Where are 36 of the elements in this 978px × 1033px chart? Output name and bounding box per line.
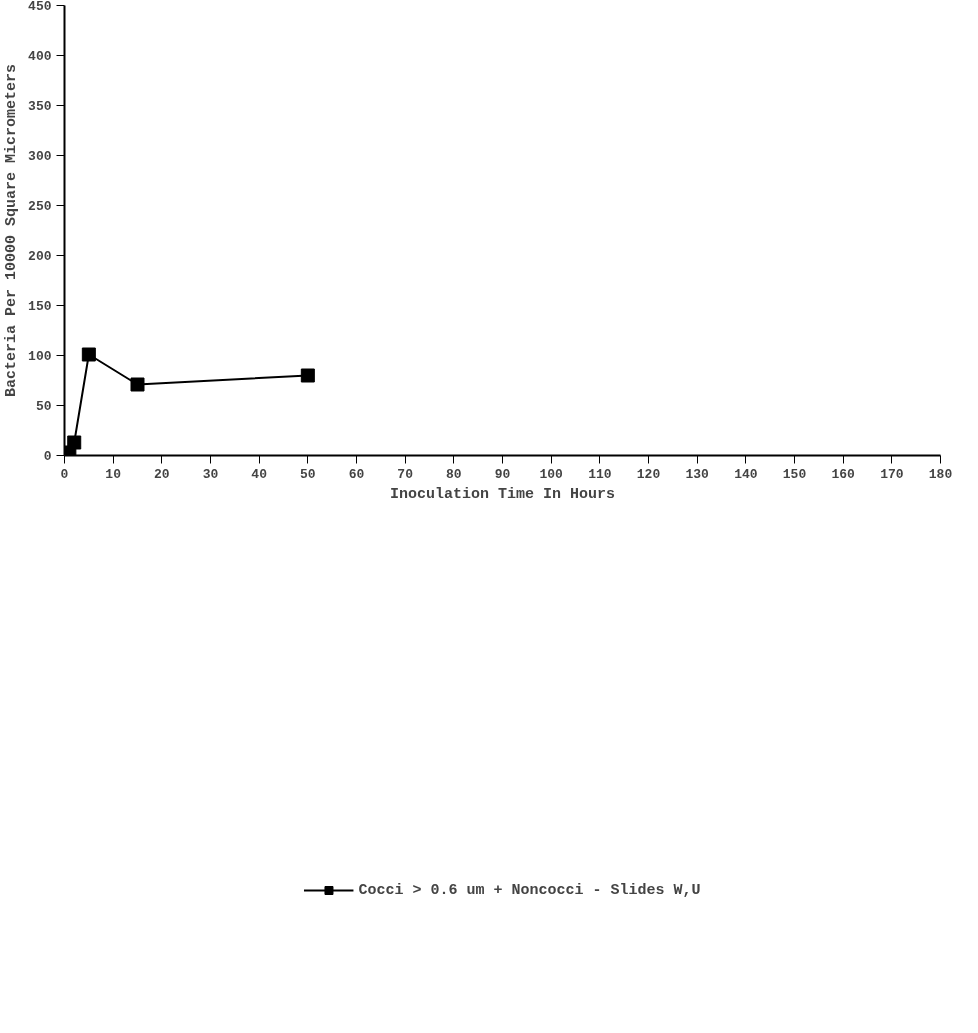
y-tick-label: 200 [28, 249, 52, 264]
y-tick-label: 50 [35, 399, 52, 414]
x-tick-label: 30 [202, 466, 219, 482]
x-axis-title: Inoculation Time In Hours [389, 485, 616, 503]
x-tick-label: 160 [831, 466, 856, 482]
x-tick-label: 180 [928, 466, 953, 482]
y-tick-label: 350 [28, 99, 52, 114]
point [300, 368, 315, 383]
x-tick-label: 100 [539, 466, 564, 482]
x-tick-label: 20 [154, 466, 170, 482]
x-tick-label: 140 [734, 466, 758, 482]
point [81, 347, 96, 362]
x-tick-label: 120 [636, 466, 661, 482]
y-tick-label: 100 [28, 349, 52, 364]
y-tick-label: 400 [28, 49, 52, 64]
x-tick-label: 80 [446, 466, 462, 482]
legend-label: Cocci > 0.6 um + Noncocci - Slides W,U [358, 881, 701, 899]
y-tick-label: 250 [28, 199, 52, 214]
x-tick-label: 0 [60, 466, 69, 482]
x-tick-label: 110 [588, 466, 612, 482]
x-tick-label: 10 [105, 466, 122, 482]
x-tick-label: 170 [880, 466, 904, 482]
x-tick-label: 90 [494, 466, 511, 482]
y-tick-label: 0 [43, 449, 52, 464]
x-tick-label: 70 [397, 466, 414, 482]
y-tick-label: 450 [28, 0, 52, 14]
x-tick-label: 150 [782, 466, 807, 482]
x-tick-label: 50 [300, 466, 316, 482]
y-axis-title: Bacteria Per 10000 Square Micrometers [3, 63, 21, 398]
y-tick-label: 300 [28, 149, 52, 164]
point [130, 377, 145, 392]
x-tick-label: 60 [348, 466, 365, 482]
y-tick-label: 150 [28, 299, 52, 314]
x-tick-label: 130 [685, 466, 710, 482]
point [67, 435, 82, 450]
x-tick-label: 40 [251, 466, 268, 482]
